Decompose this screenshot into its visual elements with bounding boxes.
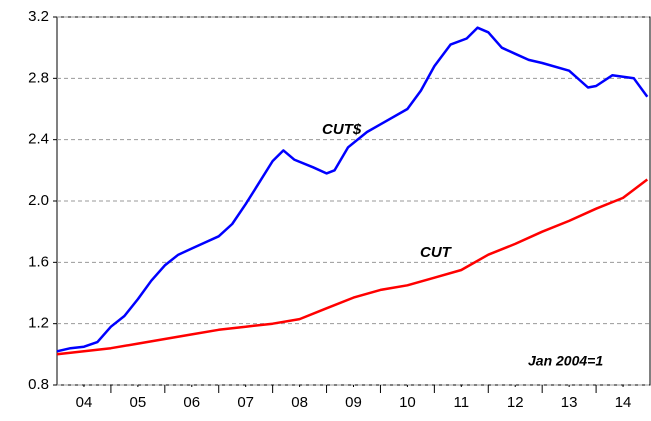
y-tick-label: 2.0	[28, 192, 49, 209]
line-series	[56, 178, 649, 356]
x-tick-label: 09	[345, 394, 362, 411]
line-series	[56, 26, 649, 353]
y-tick-label: 1.2	[28, 315, 49, 332]
x-tick-label: 14	[615, 394, 632, 411]
x-tick-label: 11	[454, 394, 470, 411]
annotation: CUT$	[322, 121, 362, 138]
x-tick-label: 13	[561, 394, 578, 411]
y-tick-label: 0.8	[28, 376, 49, 393]
x-tick-label: 07	[237, 394, 254, 411]
x-tick-label: 05	[130, 394, 147, 411]
x-tick-label: 06	[183, 394, 200, 411]
y-tick-label: 1.6	[28, 253, 49, 270]
x-tick-label: 10	[399, 394, 416, 411]
x-tick-label: 04	[76, 394, 93, 411]
annotation: Jan 2004=1	[528, 353, 603, 369]
y-tick-label: 3.2	[28, 8, 49, 25]
y-tick-label: 2.8	[28, 69, 49, 86]
x-tick-label: 08	[291, 394, 308, 411]
x-tick-label: 12	[507, 394, 524, 411]
y-tick-label: 2.4	[28, 131, 49, 148]
annotation: CUT	[420, 244, 453, 261]
